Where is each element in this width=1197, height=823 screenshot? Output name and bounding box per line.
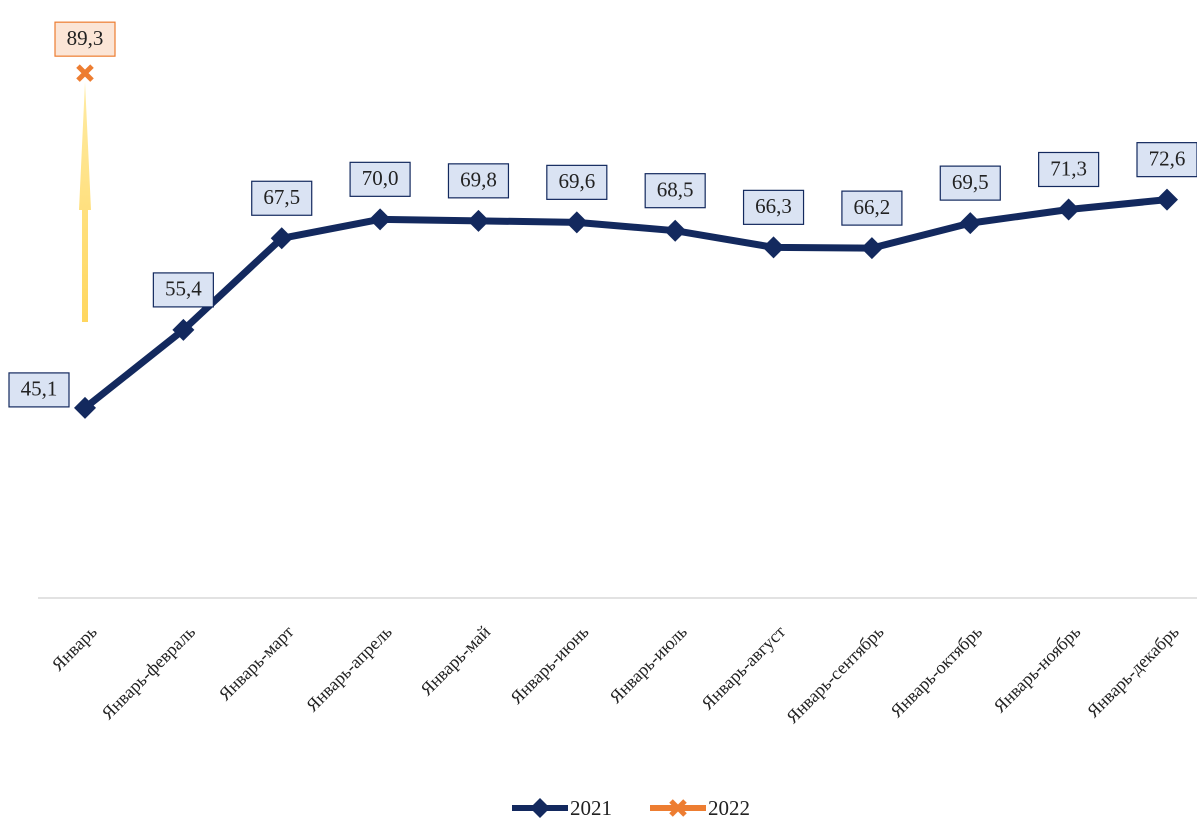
x-tick-label: Январь-август bbox=[697, 622, 789, 714]
data-label: 72,6 bbox=[1149, 146, 1186, 170]
x-tick-label: Январь-май bbox=[416, 621, 494, 699]
data-label: 69,5 bbox=[952, 170, 989, 194]
x-tick-label: Январь-июнь bbox=[506, 622, 592, 708]
x-tick-label: Январь-июль bbox=[605, 622, 691, 708]
data-label: 45,1 bbox=[21, 377, 58, 401]
data-label-box bbox=[742, 189, 805, 225]
x-tick-label: Январь-апрель bbox=[302, 622, 396, 716]
marker bbox=[467, 209, 490, 232]
data-label-box bbox=[546, 164, 608, 200]
data-label: 89,3 bbox=[67, 26, 104, 50]
data-label: 69,6 bbox=[558, 169, 595, 193]
legend-marker bbox=[530, 798, 550, 818]
data-label-box bbox=[644, 173, 706, 209]
legend-item: 2022 bbox=[650, 796, 750, 820]
series-line bbox=[82, 196, 1168, 411]
data-label: 71,3 bbox=[1050, 156, 1087, 180]
legend-label: 2021 bbox=[570, 796, 612, 820]
x-tick-label: Январь-март bbox=[215, 622, 298, 705]
data-label-box bbox=[1038, 151, 1100, 188]
marker bbox=[76, 64, 94, 82]
x-tick-label: Январь-февраль bbox=[98, 622, 200, 724]
x-tick-label: Январь-октябрь bbox=[886, 622, 986, 722]
marker bbox=[369, 208, 392, 231]
legend-marker bbox=[669, 799, 687, 817]
marker bbox=[74, 396, 96, 419]
legend-label: 2022 bbox=[708, 796, 750, 820]
data-label-box bbox=[8, 372, 70, 408]
data-label-box bbox=[152, 272, 214, 308]
x-tick-label: Январь-ноябрь bbox=[990, 622, 1085, 717]
marker bbox=[762, 236, 785, 259]
x-tick-label: Январь bbox=[48, 622, 101, 675]
data-label: 55,4 bbox=[165, 277, 202, 301]
marker bbox=[565, 211, 588, 234]
marker bbox=[270, 227, 293, 250]
data-label-box bbox=[349, 161, 411, 197]
data-label: 66,3 bbox=[755, 194, 792, 218]
x-tick-label: Январь-декабрь bbox=[1083, 622, 1183, 722]
data-label-box bbox=[1136, 142, 1197, 178]
data-label-box bbox=[939, 165, 1001, 201]
growth-arrow bbox=[79, 82, 91, 322]
x-tick-label: Январь-сентябрь bbox=[782, 622, 888, 728]
data-label-box bbox=[251, 180, 313, 216]
data-label-box bbox=[447, 163, 510, 199]
data-label: 67,5 bbox=[263, 185, 300, 209]
marker bbox=[959, 212, 982, 235]
data-label-box bbox=[54, 21, 116, 57]
data-label: 70,0 bbox=[362, 166, 399, 190]
data-label-box bbox=[841, 190, 903, 226]
data-label: 66,2 bbox=[854, 195, 891, 219]
marker bbox=[1057, 198, 1080, 221]
marker bbox=[172, 318, 195, 341]
data-label: 69,8 bbox=[460, 168, 497, 192]
legend-item: 2021 bbox=[512, 796, 612, 820]
marker bbox=[1156, 188, 1178, 211]
marker bbox=[664, 219, 687, 242]
data-label: 68,5 bbox=[657, 178, 694, 202]
marker bbox=[860, 237, 883, 260]
